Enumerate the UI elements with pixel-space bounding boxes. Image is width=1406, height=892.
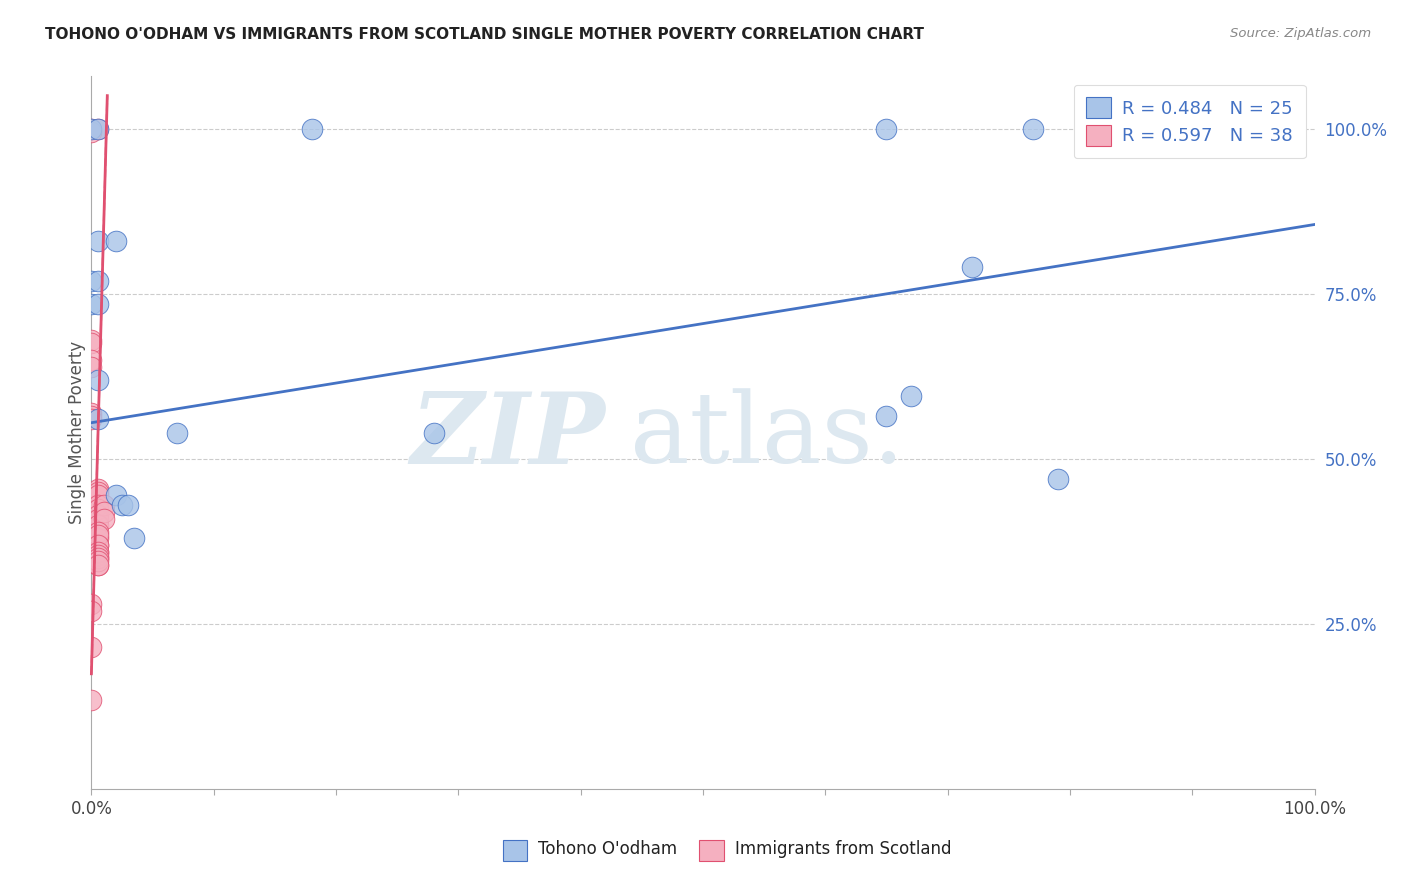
Point [166,425,188,440]
Point [86,508,108,523]
Point [1168,121,1191,136]
Point [86,121,108,136]
Point [1022,121,1045,136]
Point [86,551,108,566]
Point [86,548,108,562]
Point [80,412,103,426]
Point [80,336,103,351]
Point [86,412,108,426]
Point [93,505,115,519]
Point [86,524,108,539]
Point [80,359,103,374]
Point [104,488,127,502]
Point [86,538,108,552]
Point [86,121,108,136]
Bar [503,840,527,862]
Point [80,353,103,368]
Point [117,498,139,512]
Point [86,538,108,552]
Point [80,125,103,139]
Point [80,274,103,288]
Text: Immigrants from Scotland: Immigrants from Scotland [735,840,952,858]
Point [104,234,127,248]
Text: Source: ZipAtlas.com: Source: ZipAtlas.com [1230,27,1371,40]
Point [86,297,108,311]
Point [86,544,108,558]
Point [86,485,108,500]
Point [86,551,108,566]
Point [86,373,108,387]
Point [86,518,108,533]
Point [86,498,108,512]
Point [93,511,115,525]
Point [80,604,103,618]
Text: TOHONO O'ODHAM VS IMMIGRANTS FROM SCOTLAND SINGLE MOTHER POVERTY CORRELATION CHA: TOHONO O'ODHAM VS IMMIGRANTS FROM SCOTLA… [45,27,924,42]
Point [80,121,103,136]
Point [80,409,103,423]
Point [86,501,108,516]
Point [1157,121,1180,136]
Point [86,511,108,525]
Text: Tohono O'odham: Tohono O'odham [538,840,678,858]
Legend: R = 0.484   N = 25, R = 0.597   N = 38: R = 0.484 N = 25, R = 0.597 N = 38 [1074,85,1306,158]
Point [1046,472,1069,486]
Y-axis label: Single Mother Poverty: Single Mother Poverty [67,341,86,524]
Point [80,406,103,420]
Point [960,260,983,275]
Point [86,482,108,496]
Point [111,498,134,512]
Point [93,498,115,512]
Point [80,121,103,136]
Point [86,488,108,502]
Point [86,234,108,248]
Point [80,640,103,655]
Text: atlas.: atlas. [630,388,904,484]
Point [423,425,446,440]
Point [900,389,922,403]
Bar [700,840,724,862]
Point [86,554,108,568]
Point [86,558,108,572]
Point [122,532,145,546]
Point [80,333,103,347]
Point [301,121,323,136]
Point [80,598,103,612]
Point [86,532,108,546]
Point [86,528,108,542]
Point [80,693,103,707]
Text: ZIP: ZIP [411,388,605,484]
Point [875,121,898,136]
Point [86,558,108,572]
Point [86,274,108,288]
Point [86,544,108,558]
Point [80,297,103,311]
Point [875,409,898,423]
Point [1279,121,1302,136]
